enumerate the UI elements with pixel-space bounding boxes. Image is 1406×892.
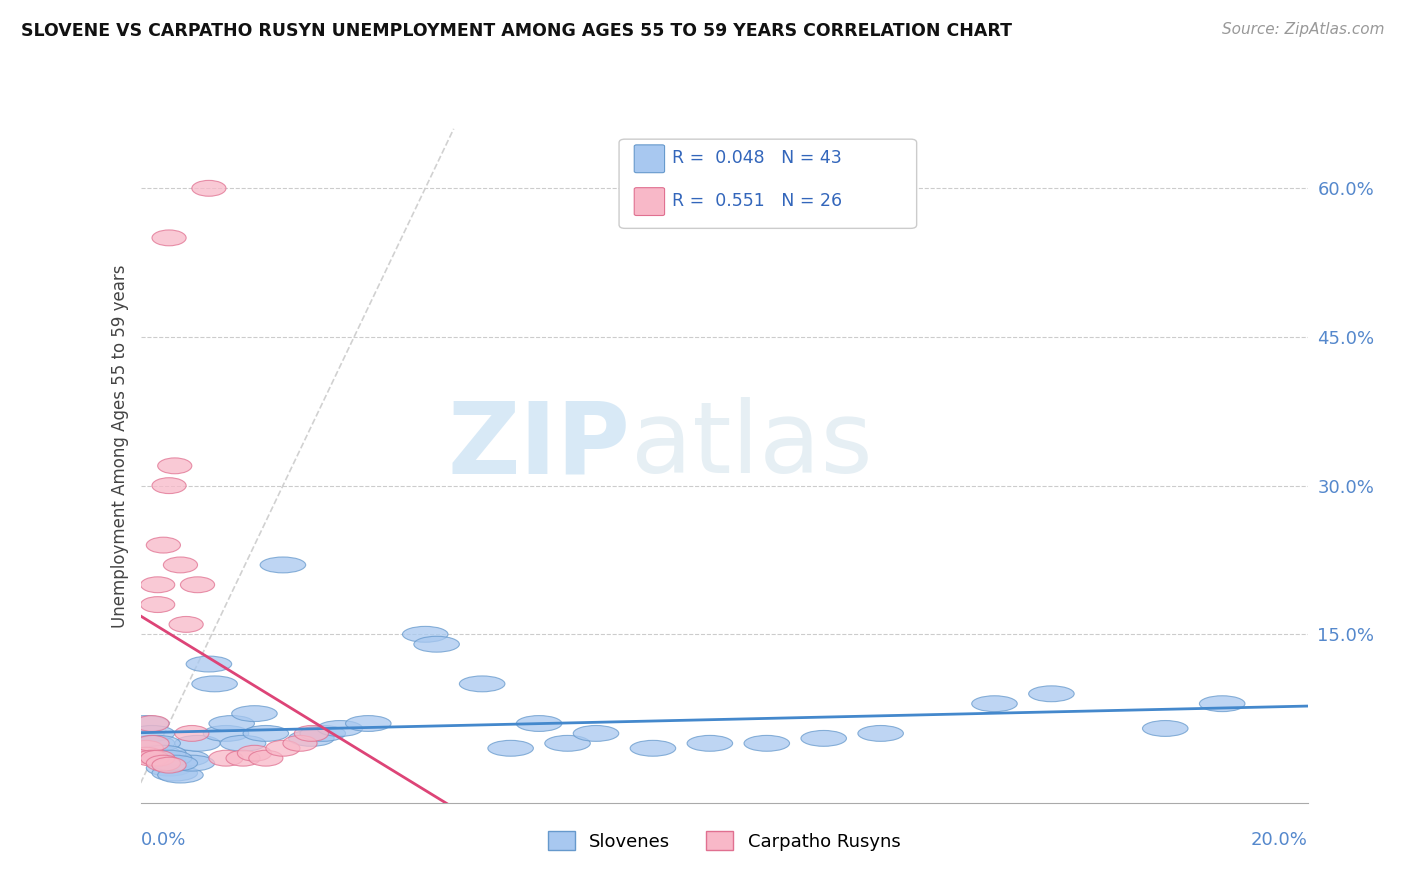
Text: atlas: atlas: [631, 398, 872, 494]
Ellipse shape: [260, 557, 305, 573]
FancyBboxPatch shape: [634, 187, 665, 216]
Ellipse shape: [146, 537, 180, 553]
Ellipse shape: [129, 735, 174, 751]
Ellipse shape: [146, 756, 180, 771]
Ellipse shape: [157, 458, 191, 474]
Ellipse shape: [146, 760, 191, 776]
Ellipse shape: [129, 725, 174, 741]
Ellipse shape: [1143, 721, 1188, 737]
Y-axis label: Unemployment Among Ages 55 to 59 years: Unemployment Among Ages 55 to 59 years: [111, 264, 129, 628]
Ellipse shape: [283, 735, 318, 751]
Ellipse shape: [460, 676, 505, 692]
Ellipse shape: [191, 180, 226, 196]
Ellipse shape: [186, 657, 232, 672]
Text: R =  0.048   N = 43: R = 0.048 N = 43: [672, 150, 841, 168]
Ellipse shape: [169, 756, 215, 771]
Ellipse shape: [232, 706, 277, 722]
Ellipse shape: [318, 721, 363, 737]
Ellipse shape: [141, 746, 186, 761]
Ellipse shape: [152, 756, 197, 771]
Ellipse shape: [135, 735, 180, 751]
Ellipse shape: [288, 731, 335, 747]
Ellipse shape: [346, 715, 391, 731]
FancyBboxPatch shape: [619, 139, 917, 228]
Ellipse shape: [141, 577, 174, 592]
Ellipse shape: [174, 725, 209, 741]
Ellipse shape: [1199, 696, 1244, 712]
Ellipse shape: [972, 696, 1018, 712]
Text: 20.0%: 20.0%: [1251, 831, 1308, 849]
Ellipse shape: [141, 597, 174, 613]
Ellipse shape: [152, 765, 197, 781]
Ellipse shape: [630, 740, 676, 756]
Ellipse shape: [135, 735, 169, 751]
Ellipse shape: [209, 750, 243, 766]
Ellipse shape: [124, 715, 169, 731]
Text: SLOVENE VS CARPATHO RUSYN UNEMPLOYMENT AMONG AGES 55 TO 59 YEARS CORRELATION CHA: SLOVENE VS CARPATHO RUSYN UNEMPLOYMENT A…: [21, 22, 1012, 40]
Ellipse shape: [169, 616, 204, 632]
Ellipse shape: [413, 636, 460, 652]
Ellipse shape: [544, 735, 591, 751]
Ellipse shape: [266, 740, 299, 756]
Ellipse shape: [294, 725, 329, 741]
Ellipse shape: [243, 725, 288, 741]
Ellipse shape: [574, 725, 619, 741]
Text: Source: ZipAtlas.com: Source: ZipAtlas.com: [1222, 22, 1385, 37]
Ellipse shape: [157, 767, 204, 783]
Ellipse shape: [135, 750, 169, 766]
Ellipse shape: [688, 735, 733, 751]
Ellipse shape: [488, 740, 533, 756]
Ellipse shape: [744, 735, 790, 751]
Ellipse shape: [209, 715, 254, 731]
Ellipse shape: [858, 725, 904, 741]
Ellipse shape: [141, 750, 174, 766]
Ellipse shape: [1029, 686, 1074, 702]
FancyBboxPatch shape: [634, 145, 665, 173]
Ellipse shape: [299, 725, 346, 741]
Ellipse shape: [191, 676, 238, 692]
Ellipse shape: [402, 626, 449, 642]
Ellipse shape: [135, 715, 169, 731]
Ellipse shape: [249, 750, 283, 766]
Ellipse shape: [238, 746, 271, 761]
Ellipse shape: [129, 740, 163, 756]
Ellipse shape: [152, 757, 186, 773]
Ellipse shape: [135, 746, 180, 761]
Ellipse shape: [129, 747, 163, 764]
Ellipse shape: [204, 725, 249, 741]
Ellipse shape: [221, 735, 266, 751]
Text: ZIP: ZIP: [449, 398, 631, 494]
Ellipse shape: [163, 750, 209, 766]
Text: R =  0.551   N = 26: R = 0.551 N = 26: [672, 193, 842, 211]
Ellipse shape: [226, 750, 260, 766]
Legend: Slovenes, Carpatho Rusyns: Slovenes, Carpatho Rusyns: [540, 824, 908, 858]
Ellipse shape: [801, 731, 846, 747]
Ellipse shape: [146, 750, 191, 766]
Ellipse shape: [152, 230, 186, 246]
Ellipse shape: [152, 478, 186, 493]
Ellipse shape: [174, 735, 221, 751]
Text: 0.0%: 0.0%: [141, 831, 186, 849]
Ellipse shape: [163, 557, 197, 573]
Ellipse shape: [180, 577, 215, 592]
Ellipse shape: [141, 750, 186, 766]
Ellipse shape: [516, 715, 562, 731]
